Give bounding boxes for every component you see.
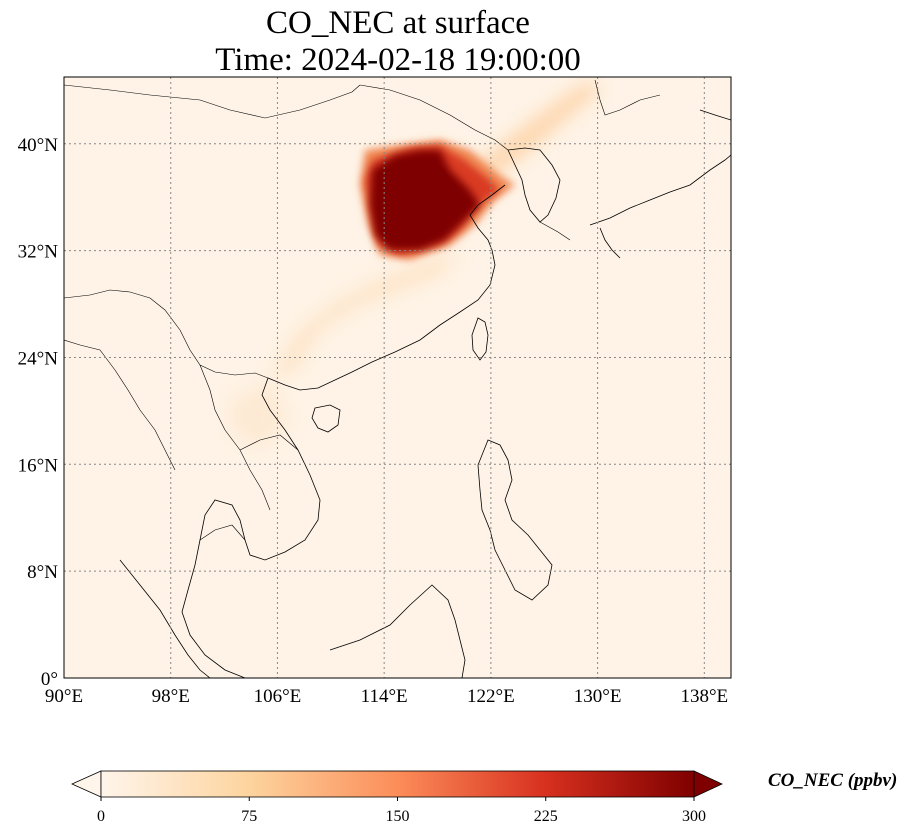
lon-tick-label: 114°E [361, 686, 408, 707]
colorbar-extend-min [71, 770, 102, 798]
lon-tick-label: 122°E [467, 686, 515, 707]
lon-tick-label: 90°E [45, 686, 83, 707]
lon-tick-label: 138°E [680, 686, 728, 707]
colorbar-tick-label: 225 [534, 808, 558, 825]
lat-tick-label: 32°N [18, 242, 59, 263]
lat-tick-label: 16°N [18, 455, 59, 476]
lat-tick-label: 8°N [27, 562, 58, 583]
concentration-field [230, 80, 600, 450]
lon-tick-label: 98°E [152, 686, 190, 707]
lat-tick-label: 40°N [18, 135, 59, 156]
colorbar-gradient [100, 770, 695, 798]
map-title: CO_NEC at surface [266, 5, 530, 41]
lat-tick-label: 24°N [18, 348, 59, 369]
colorbar-tick-label: 300 [682, 808, 706, 825]
map-subtitle-time: Time: 2024-02-18 19:00:00 [215, 42, 581, 78]
colorbar-tick-label: 75 [241, 808, 257, 825]
lon-tick-label: 106°E [254, 686, 302, 707]
colorbar: 0 75 150 225 300 [71, 770, 723, 825]
graticule [64, 77, 731, 678]
map-frame [63, 76, 732, 679]
colorbar-label: CO_NEC (ppbv) [768, 770, 898, 791]
lat-tick-label: 0° [41, 669, 58, 690]
colorbar-extend-max [693, 770, 723, 798]
latitude-ticks: 0° 8°N 16°N 24°N 32°N 40°N [18, 135, 59, 690]
longitude-ticks: 90°E 98°E 106°E 114°E 122°E 130°E 138°E [45, 686, 728, 707]
colorbar-tick-label: 150 [386, 808, 410, 825]
colorbar-ticks: 0 75 150 225 300 [97, 797, 706, 825]
coastlines-and-borders [64, 79, 731, 678]
colorbar-tick-label: 0 [97, 808, 105, 825]
lon-tick-label: 130°E [574, 686, 622, 707]
